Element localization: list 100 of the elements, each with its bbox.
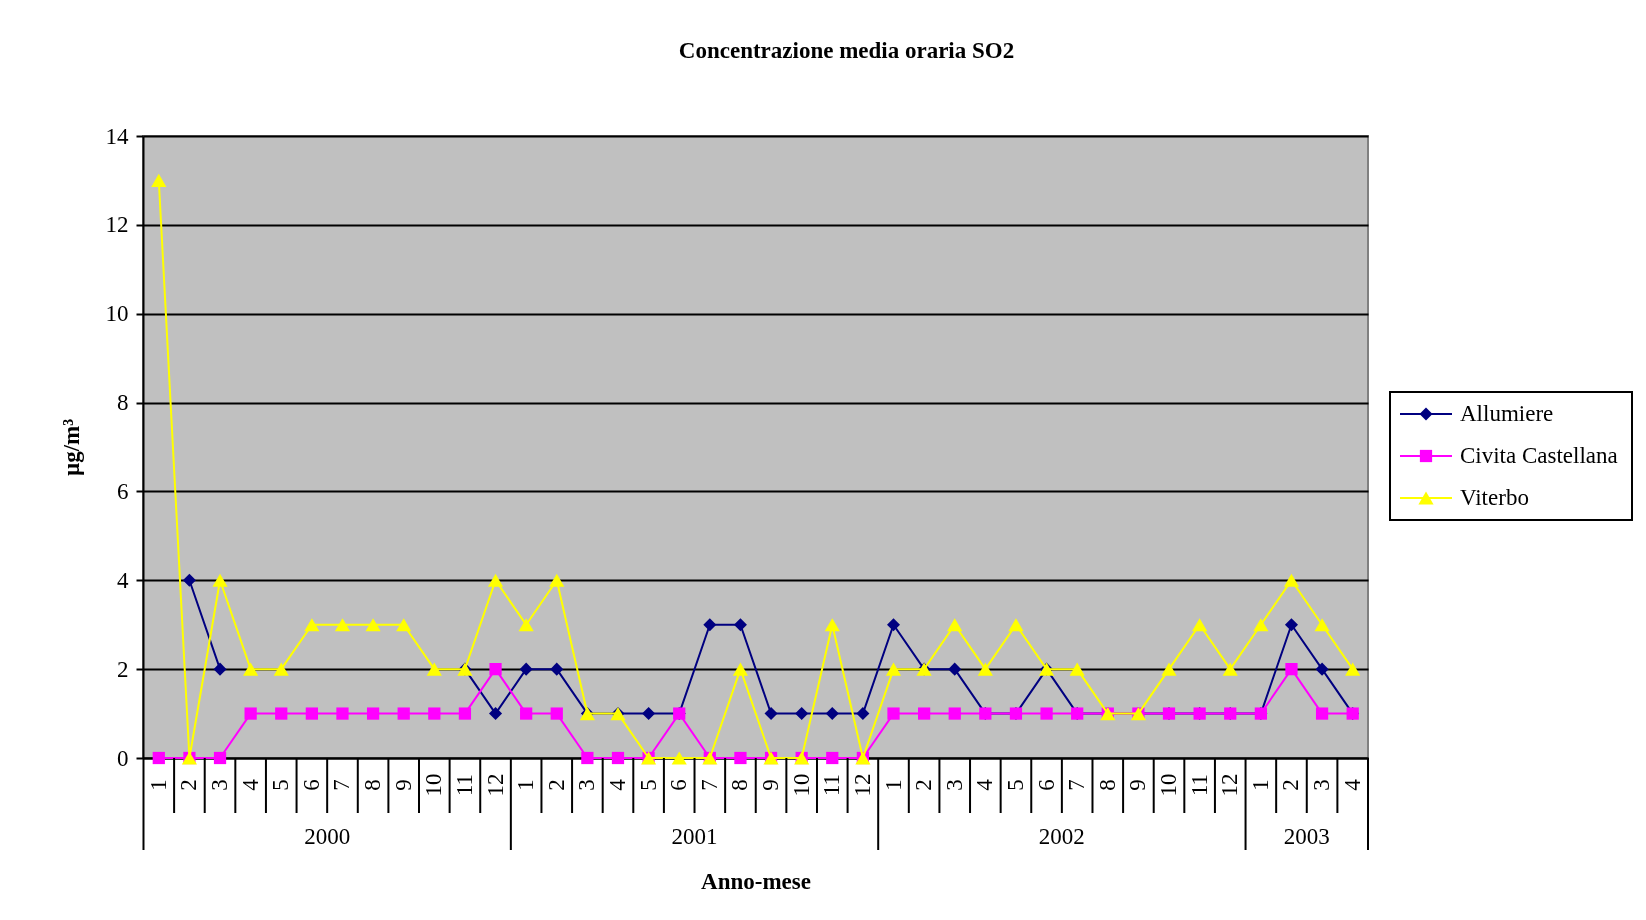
- text: 2003: [1283, 824, 1330, 849]
- point: [885, 662, 902, 676]
- y-tick-label: 0: [117, 745, 129, 771]
- point: [520, 707, 533, 720]
- x-tick-label: 6: [298, 779, 324, 791]
- x-tick-label: 11: [1186, 773, 1212, 797]
- y-tick-label: 10: [105, 301, 129, 327]
- point: [642, 707, 656, 721]
- x-axis-title: Anno-mese: [701, 868, 811, 894]
- point: [581, 751, 594, 765]
- legend-label: Viterbo: [1460, 485, 1529, 510]
- point: [426, 662, 442, 676]
- x-tick-label: 2: [543, 779, 569, 791]
- y-tick-label: 2: [117, 656, 129, 682]
- chart-title: Concentrazione media oraria SO2: [678, 38, 1015, 63]
- point: [1192, 618, 1208, 632]
- point: [396, 618, 412, 632]
- point: [550, 662, 564, 676]
- point: [244, 707, 257, 720]
- x-tick-label: 1: [1247, 779, 1273, 791]
- x-tick-label: 5: [635, 779, 661, 791]
- x-tick-label: 8: [1094, 779, 1120, 791]
- x-tick-label: 12: [482, 773, 508, 797]
- x-tick-label: 3: [941, 779, 967, 791]
- x-tick-label: 8: [727, 779, 753, 791]
- point: [275, 707, 288, 720]
- point: [611, 751, 625, 765]
- point: [703, 618, 717, 632]
- x-tick-label: 9: [758, 779, 784, 791]
- x-tick-label: 6: [1033, 779, 1059, 791]
- text: 2000: [304, 824, 351, 849]
- point: [1222, 662, 1238, 676]
- point: [764, 707, 778, 721]
- x-tick-label: 6: [666, 779, 692, 791]
- x-tick-label: 1: [880, 779, 906, 791]
- point: [152, 751, 165, 765]
- point: [1161, 662, 1177, 676]
- point: [732, 662, 749, 676]
- y-tick-label: 12: [105, 212, 129, 238]
- x-tick-label: 3: [207, 779, 233, 791]
- x-tick-label: 1: [145, 779, 171, 791]
- text: 2001: [671, 824, 718, 849]
- point: [518, 618, 534, 632]
- point: [1283, 573, 1300, 587]
- point: [213, 751, 227, 765]
- point: [1315, 662, 1329, 676]
- point: [1315, 707, 1329, 720]
- x-tick-label: 3: [1309, 779, 1335, 791]
- point: [458, 707, 472, 720]
- point: [734, 751, 747, 765]
- point: [304, 618, 320, 632]
- point: [212, 573, 228, 587]
- x-tick-label: 12: [849, 773, 875, 797]
- x-tick-label: 12: [1217, 773, 1243, 797]
- point: [1314, 618, 1330, 632]
- point: [887, 707, 900, 720]
- point: [1040, 707, 1053, 720]
- point: [948, 662, 962, 676]
- x-tick-label: 4: [1339, 778, 1365, 791]
- x-tick-label: 8: [360, 779, 386, 791]
- point: [1069, 662, 1085, 676]
- point: [489, 663, 502, 676]
- point: [397, 707, 410, 720]
- point: [856, 707, 870, 721]
- point: [273, 662, 289, 676]
- point: [977, 662, 993, 676]
- point: [917, 707, 931, 720]
- point: [886, 618, 901, 632]
- point: [826, 751, 839, 765]
- point: [947, 618, 963, 632]
- point: [305, 707, 318, 720]
- x-tick-label: 4: [604, 778, 630, 791]
- x-tick-label: 3: [574, 779, 600, 791]
- point: [948, 707, 961, 720]
- x-tick-label: 2: [1278, 779, 1304, 791]
- legend-label: Allumiere: [1460, 401, 1554, 426]
- point: [151, 173, 167, 187]
- x-tick-label: 2: [911, 779, 937, 791]
- point: [365, 618, 381, 632]
- x-tick-label: 2: [176, 779, 202, 791]
- point: [550, 707, 563, 720]
- point: [336, 707, 349, 720]
- point: [182, 573, 196, 587]
- point: [519, 662, 533, 676]
- y-tick-label: 14: [105, 123, 129, 149]
- point: [366, 707, 380, 720]
- point: [1284, 618, 1298, 632]
- point: [733, 618, 747, 632]
- point: [1285, 663, 1298, 676]
- point: [825, 707, 839, 721]
- x-tick-label: 10: [788, 773, 814, 797]
- x-tick-label: 1: [513, 779, 539, 791]
- y-tick-label: 8: [117, 390, 129, 416]
- point: [489, 707, 503, 721]
- point: [487, 573, 504, 587]
- x-tick-label: 5: [268, 779, 294, 791]
- point: [671, 751, 687, 765]
- x-tick-label: 10: [1156, 773, 1182, 797]
- x-tick-label: 10: [421, 773, 447, 797]
- point: [1345, 662, 1361, 676]
